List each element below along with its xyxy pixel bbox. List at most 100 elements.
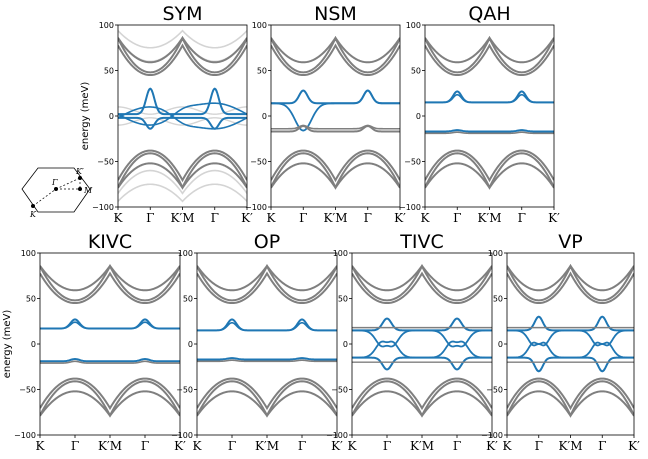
y-tick-label: 100 (252, 21, 267, 30)
y-tick-label: 50 (104, 67, 114, 76)
x-tick-label: Γ (598, 439, 606, 453)
remote-band-lower-line (425, 152, 554, 190)
plot-area (507, 263, 634, 418)
remote-band-lower-line (425, 149, 554, 183)
light-band-line (118, 117, 247, 126)
y-tick-label: −50 (176, 386, 193, 395)
x-tick-label: K′ (548, 211, 560, 225)
x-tick-label: K (36, 439, 46, 453)
y-tick-label: 100 (178, 249, 193, 258)
flat-band-upper-line (197, 318, 337, 332)
flat-band-lower-line (271, 125, 400, 133)
y-tick-label: 50 (411, 67, 421, 76)
inset-gamma-label: Γ (51, 178, 58, 187)
plot-area (40, 264, 180, 418)
panel-nsm: NSM K Γ K′M Γ K′ 100 50 0 −50 −100 (245, 3, 406, 225)
plot-area (352, 264, 492, 418)
y-tick-label: −50 (250, 158, 267, 167)
y-tick-label: −100 (245, 203, 267, 212)
remote-band-upper-line (40, 264, 180, 292)
x-tick-label: K (348, 439, 358, 453)
remote-band-upper-line (40, 271, 180, 305)
x-tick-label: K′ (394, 211, 406, 225)
x-tick-label: Γ (146, 211, 154, 225)
remote-band-upper-line (197, 264, 337, 292)
y-tick-label: −100 (399, 203, 421, 212)
flat-band-lower-line (507, 356, 634, 373)
plot-area (425, 35, 554, 190)
panel-vp: VP K Γ K′M Γ K′ 100 50 0 −50 −100 (481, 231, 640, 453)
gamma-kprime-line (55, 177, 81, 190)
flat-band-lower-line (425, 129, 554, 133)
x-tick-label: K′ (331, 439, 343, 453)
y-tick-label: 100 (406, 21, 421, 30)
remote-band-upper-line (507, 271, 634, 305)
y-tick-label: 0 (498, 340, 503, 349)
x-tick-label: Γ (141, 439, 149, 453)
remote-band-upper-line (352, 271, 492, 305)
flat-band-lower-line (40, 360, 180, 364)
flat-band-lower-line (197, 359, 337, 363)
flat-band-upper-line (118, 87, 247, 116)
remote-band-upper-line (425, 43, 554, 77)
remote-band-lower-line (425, 162, 554, 190)
x-tick-label: Γ (298, 439, 306, 453)
x-tick-label: Γ (228, 439, 236, 453)
hexagon-shape (21, 167, 91, 213)
plot-area (271, 35, 400, 190)
x-tick-label: Γ (71, 439, 79, 453)
x-tick-label: K′M (478, 211, 502, 225)
panel-title: OP (254, 231, 280, 253)
remote-band-lower-line (197, 380, 337, 418)
y-tick-label: −50 (19, 386, 36, 395)
remote-band-lower-line (271, 162, 400, 190)
light-band-line (118, 183, 247, 203)
flat-band-crossing-line (507, 341, 634, 359)
remote-band-upper-line (425, 36, 554, 64)
x-tick-label: Γ (518, 211, 526, 225)
k-gamma-line (32, 188, 57, 207)
remote-band-upper-line (507, 263, 634, 302)
remote-band-lower-line (40, 377, 180, 411)
brillouin-zone-inset: Γ K K′ M (21, 167, 93, 219)
remote-band-lower-line (118, 149, 247, 183)
x-tick-label: K (193, 439, 203, 453)
remote-band-lower-line (507, 390, 634, 418)
remote-band-upper-line (271, 36, 400, 64)
remote-band-lower-line (118, 162, 247, 190)
flat-band-lower-line (271, 124, 400, 130)
y-tick-label: 100 (21, 249, 36, 258)
remote-band-lower-line (40, 390, 180, 418)
light-band-line (118, 169, 247, 195)
flat-band-crossing-line (118, 106, 247, 130)
light-band-line (118, 29, 247, 49)
remote-band-upper-line (118, 43, 247, 77)
remote-band-upper-line (271, 43, 400, 77)
flat-band-upper-line (352, 317, 492, 332)
remote-band-upper-line (197, 271, 337, 305)
x-tick-label: K′ (486, 439, 498, 453)
remote-band-upper-line (197, 264, 337, 302)
flat-band-crossing-line (507, 329, 634, 347)
flat-band-crossing-line (352, 329, 492, 348)
y-axis-label: energy (meV) (80, 82, 91, 151)
inset-k-label: K (29, 210, 37, 219)
panel-title: QAH (468, 3, 510, 25)
x-tick-label: Γ (211, 211, 219, 225)
x-tick-label: K′ (241, 211, 253, 225)
y-tick-label: −50 (404, 158, 421, 167)
inset-m-label: M (83, 186, 93, 195)
x-tick-label: Γ (299, 211, 307, 225)
x-tick-label: K (114, 211, 124, 225)
x-tick-label: Γ (364, 211, 372, 225)
panel-qah: QAH K Γ K′M Γ K′ 100 50 0 −50 −100 (399, 3, 560, 225)
y-tick-label: 100 (488, 249, 503, 258)
panel-tivc: TIVC K Γ K′M Γ K′ 100 50 0 −50 −100 (326, 231, 498, 453)
x-tick-label: K (267, 211, 277, 225)
y-tick-label: 0 (343, 340, 348, 349)
remote-band-lower-line (507, 377, 634, 411)
panel-title: KIVC (88, 231, 132, 253)
panel-title: VP (558, 231, 582, 253)
x-tick-label: K′M (171, 211, 195, 225)
